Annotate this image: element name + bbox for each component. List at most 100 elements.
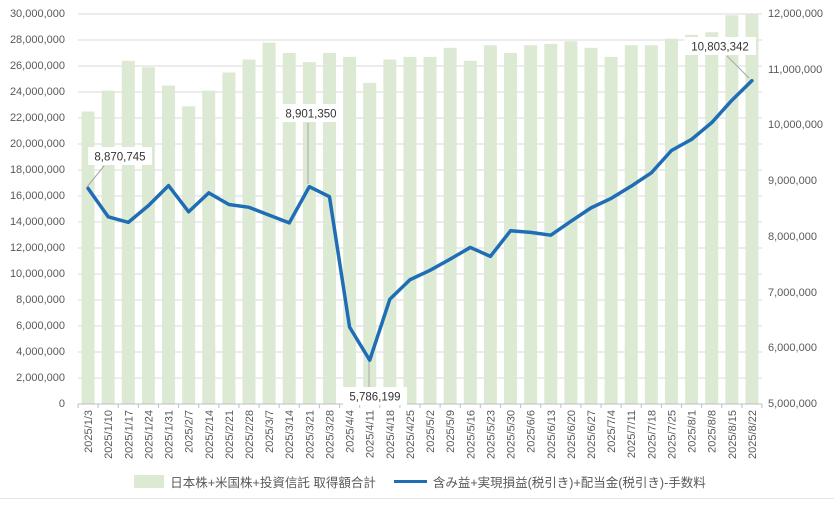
annotation-box [684,37,756,55]
left-axis-tick: 10,000,000 [9,268,65,280]
right-axis-tick: 11,000,000 [768,63,823,76]
x-axis-label: 2025/6/20 [566,410,578,459]
line-series [86,78,754,362]
x-axis-label: 2025/1/31 [164,410,176,459]
left-axis-tick: 0 [58,398,65,410]
bar [664,38,678,404]
right-axis-tick: 6,000,000 [768,342,817,355]
x-axis-label: 2025/2/28 [244,410,256,459]
x-axis-label: 2025/8/1 [687,410,699,453]
right-axis-tick: 5,000,000 [768,398,817,410]
bar [504,53,518,404]
annotation-label: 8,901,350 [285,109,336,121]
x-axis-label: 2025/7/11 [626,410,638,458]
x-axis-label: 2025/3/7 [264,410,276,453]
left-axis-tick: 16,000,000 [9,190,65,202]
x-axis-label: 2025/1/3 [83,410,95,453]
chart-bottom-border [0,498,834,499]
left-axis-tick: 30,000,000 [9,8,65,20]
x-axis-label: 2025/3/28 [324,410,336,459]
x-axis-labels: 2025/1/3 2025/1/10 2025/1/17 2025/1/24 2025/… [83,410,759,459]
bar [222,72,236,404]
annotation-box [343,387,407,405]
bar-series-swatch [134,475,165,488]
chart-legend: 日本株+米国株+投資信託 取得額合計 含み益+実現損益(税引き)+配当金(税引き… [78,472,762,491]
left-axis-tick: 22,000,000 [9,112,65,124]
annotation-label: 8,870,745 [94,152,145,164]
bar [242,59,256,404]
annotation-label: 10,803,342 [691,42,749,54]
bar [443,47,457,405]
x-axis-label: 2025/5/2 [425,410,437,453]
x-axis-label: 2025/8/15 [727,410,739,459]
annotation-label: 5,786,199 [349,392,400,404]
bar [604,56,618,405]
x-axis-label: 2025/1/10 [103,410,115,459]
left-axis-tick: 4,000,000 [16,346,65,358]
right-axis-tick: 12,000,000 [768,8,824,20]
x-axis-label: 2025/4/4 [345,410,357,453]
x-axis-label: 2025/7/25 [666,410,678,459]
bar [202,90,216,404]
annotation-leader-line [726,55,750,79]
legend-label-profit-line: 含み益+実現損益(税引き)+配当金(税引き)-手数料 [432,476,706,490]
bar [403,56,417,405]
left-axis-tick: 14,000,000 [9,216,65,228]
bar [322,53,336,404]
x-axis-label: 2025/8/8 [707,410,719,453]
x-axis-label: 2025/4/18 [385,410,397,459]
left-axis-tick: 6,000,000 [16,320,65,332]
x-axis-label: 2025/7/4 [606,410,618,453]
left-axis-tick: 12,000,000 [9,242,65,254]
bar [141,67,155,405]
left-axis-tick: 28,000,000 [9,34,65,46]
x-axis-label: 2025/6/13 [546,410,558,459]
left-axis-tick: 26,000,000 [9,60,65,72]
x-axis-label: 2025/5/30 [506,410,518,459]
line-series-swatch [393,479,427,484]
bar [544,43,558,405]
left-axis-tick: 18,000,000 [9,164,65,176]
x-axis-label: 2025/5/9 [445,410,457,453]
bar [483,45,497,404]
x-axis-label: 2025/4/25 [405,410,417,459]
left-axis-tick: 8,000,000 [16,294,65,306]
bar [685,34,699,405]
bar [624,45,638,404]
right-axis-tick: 7,000,000 [768,286,817,299]
left-axis-tick: 20,000,000 [9,138,65,150]
bar [745,14,759,404]
legend-label-acquisition-total: 日本株+米国株+投資信託 取得額合計 [170,476,376,490]
bar [725,15,739,405]
x-axis-label: 2025/7/18 [646,410,658,459]
x-axis-label: 2025/3/14 [284,410,296,459]
bar [121,60,135,405]
x-axis-label: 2025/6/6 [526,410,538,453]
bar [302,62,316,404]
bar [182,106,196,405]
bar [524,45,538,404]
x-axis-label: 2025/1/17 [123,410,135,459]
bar [101,90,115,404]
bar [162,85,176,404]
bar [282,53,296,404]
right-axis-tick: 8,000,000 [768,230,817,243]
x-axis-label: 2025/3/21 [304,410,316,459]
bar [584,47,598,405]
bar [262,42,276,404]
x-axis-label: 2025/5/16 [465,410,477,459]
bar [423,56,437,405]
legend-item-profit-line: 含み益+実現損益(税引き)+配当金(税引き)-手数料 [393,472,706,491]
x-axis-label: 2025/8/22 [747,410,759,459]
bar [383,59,397,404]
bar [81,111,95,404]
x-axis-label: 2025/5/23 [485,410,497,459]
bar [363,82,377,405]
legend-item-acquisition-total: 日本株+米国株+投資信託 取得額合計 [134,472,376,491]
left-axis-tick: 24,000,000 [9,86,65,98]
annotation-box [88,147,152,165]
x-axis-label: 2025/1/24 [143,410,155,459]
plot-area: 8,870,745 8,901,350 5,786,199 10,803,342 [77,13,763,408]
bar [705,32,719,404]
x-axis-label: 2025/4/11 [365,410,377,458]
